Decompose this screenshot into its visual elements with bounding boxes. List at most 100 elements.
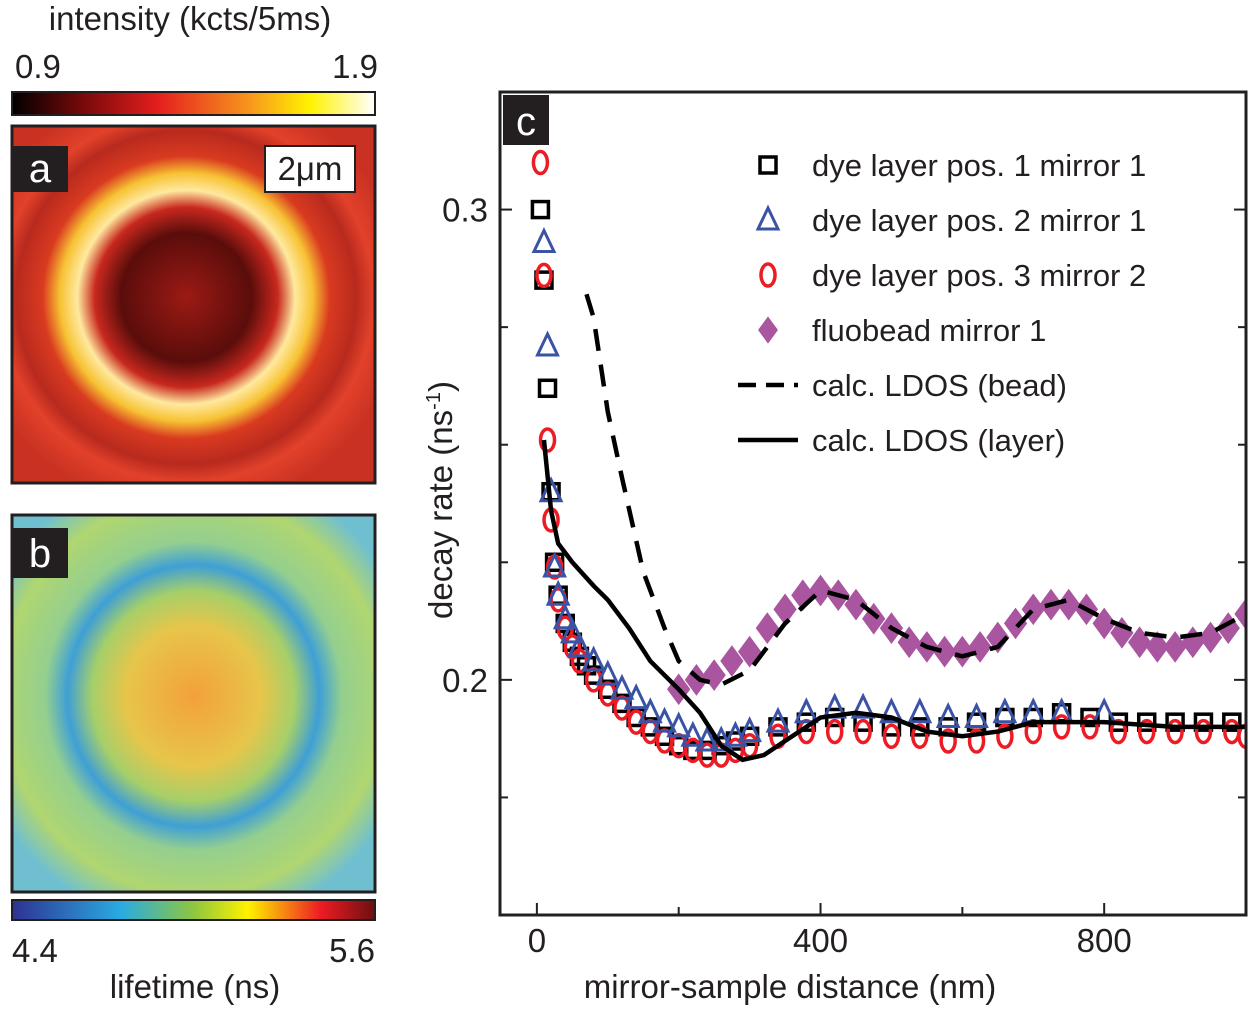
square-marker — [1222, 712, 1242, 732]
triangle-marker — [595, 659, 621, 686]
circle-marker — [1081, 714, 1099, 740]
legend-marker — [755, 204, 781, 231]
square-marker — [1165, 712, 1185, 732]
triangle-marker — [637, 697, 663, 724]
diamond-marker — [1234, 598, 1246, 630]
label-box — [12, 528, 68, 578]
triangle-marker — [623, 683, 649, 710]
legend-marker — [759, 262, 777, 288]
diamond-marker — [755, 612, 779, 644]
diamond-marker — [862, 602, 886, 635]
triangle-marker — [559, 617, 585, 644]
triangle-marker — [992, 697, 1018, 724]
panel-label: c — [516, 100, 536, 144]
diamond-marker — [702, 659, 726, 691]
diamond-marker — [897, 626, 921, 659]
circle-marker — [1237, 723, 1246, 750]
panel-label: b — [29, 532, 51, 576]
square-marker — [537, 378, 558, 399]
x-tick-label: 0 — [528, 922, 546, 959]
square-marker — [1136, 712, 1157, 732]
y-tick-label: 0.2 — [442, 662, 488, 699]
legend-label: dye layer pos. 3 mirror 2 — [812, 258, 1146, 293]
circle-marker — [1166, 718, 1184, 745]
triangle-marker — [567, 631, 592, 658]
circle-marker — [854, 718, 872, 745]
triangle-marker — [694, 725, 720, 752]
triangle-marker — [542, 551, 567, 578]
plot-c: 0 400 800 0.2 0.3 dye layer pos. 1 mirror 1 dy… — [442, 148, 1246, 959]
triangle-marker — [535, 330, 560, 357]
diamond-marker — [720, 645, 744, 677]
circle-marker — [939, 728, 957, 754]
circle-marker — [911, 723, 929, 750]
x-tick-label: 800 — [1077, 922, 1132, 959]
circle-marker — [538, 427, 557, 453]
label-box — [503, 95, 549, 145]
legend-label: calc. LDOS (bead) — [812, 368, 1067, 403]
data-area — [530, 149, 1246, 768]
panel-label: a — [29, 147, 52, 191]
triangle-marker — [652, 706, 677, 733]
x-tick-label: 400 — [793, 922, 848, 959]
triangle-marker — [879, 697, 904, 724]
model-line — [541, 439, 1246, 763]
triangle-marker — [531, 227, 557, 253]
diamond-marker — [773, 593, 797, 626]
diamond-marker — [950, 635, 974, 668]
circle-marker — [1137, 718, 1156, 745]
circle-marker — [531, 149, 550, 176]
y-axis-label: decay rate (ns-1) — [422, 381, 459, 619]
diamond-marker — [1181, 626, 1205, 659]
triangle-marker — [935, 701, 961, 728]
square-marker — [1080, 707, 1100, 728]
triangle-marker — [793, 697, 819, 724]
triangle-marker — [680, 720, 706, 747]
triangle-marker — [666, 711, 692, 738]
diamond-marker — [737, 635, 762, 668]
x-axis-label: mirror-sample distance (nm) — [584, 968, 997, 1005]
colorbar-min: 4.4 — [12, 932, 58, 969]
diamond-marker — [1145, 631, 1169, 663]
colorbar-title: intensity (kcts/5ms) — [49, 0, 331, 37]
circle-marker — [882, 723, 901, 750]
triangle-marker — [907, 697, 933, 724]
triangle-marker — [552, 603, 578, 630]
diamond-marker — [1092, 607, 1116, 640]
diamond-marker — [933, 635, 957, 668]
colorbar — [11, 91, 376, 116]
circle-marker — [535, 262, 553, 289]
legend-label: fluobead mirror 1 — [812, 313, 1046, 348]
diamond-marker — [986, 621, 1010, 654]
triangle-marker — [609, 673, 635, 700]
legend-label: dye layer pos. 1 mirror 1 — [812, 148, 1146, 183]
circle-marker — [1109, 718, 1128, 745]
colorbar-title: lifetime (ns) — [110, 968, 281, 1005]
colorbar — [11, 899, 376, 921]
y-label-text: decay rate (ns — [422, 410, 459, 619]
image-b — [10, 513, 377, 894]
scale-bar: 2μm — [278, 150, 343, 187]
plot-frame — [498, 90, 1248, 917]
triangle-marker — [723, 720, 748, 747]
colorbar-min: 0.9 — [15, 48, 61, 85]
circle-marker — [996, 723, 1014, 750]
y-label-sup: -1 — [423, 392, 445, 410]
legend-label: dye layer pos. 2 mirror 1 — [812, 203, 1146, 238]
colorbar-max: 5.6 — [329, 932, 375, 969]
diamond-marker — [1003, 607, 1028, 640]
model-line — [584, 293, 1246, 687]
y-label-end: ) — [422, 381, 459, 392]
circle-marker — [967, 728, 986, 754]
legend-marker — [758, 316, 778, 344]
square-marker — [1193, 712, 1214, 732]
square-marker — [530, 199, 551, 220]
legend-label: calc. LDOS (layer) — [812, 423, 1065, 458]
legend-marker — [758, 155, 778, 175]
label-box — [12, 146, 68, 192]
scale-box — [264, 145, 356, 193]
diamond-marker — [844, 588, 868, 621]
triangle-marker — [581, 645, 606, 672]
triangle-marker — [545, 579, 571, 606]
